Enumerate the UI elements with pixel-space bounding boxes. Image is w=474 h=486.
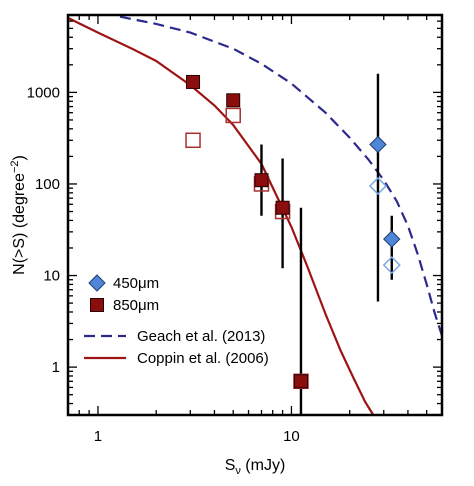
point-450-m-open [382, 256, 401, 275]
axis-ticks: 1 10 1 10 100 1000 [27, 14, 443, 445]
plot-frame [66, 13, 444, 417]
y-tick-label: 1000 [27, 84, 60, 101]
x-tick-label: 10 [283, 428, 300, 445]
y-axis-label-superscript: −2 [9, 160, 21, 173]
x-axis-label-unit: (mJy) [241, 457, 285, 474]
point-850-m-filled [275, 200, 290, 215]
curve-geach-et-al-2013 [119, 15, 442, 337]
x-axis-label-main: S [225, 457, 236, 474]
legend: 450μm 850μm Geach et al. (2013) Coppin et a… [84, 274, 269, 367]
x-axis-label-subscript: ν [235, 465, 241, 477]
point-450-m-filled [369, 135, 387, 154]
point-450-m-open [368, 176, 388, 196]
error-bars [260, 73, 393, 415]
legend-label-450-m: 450μm [113, 275, 159, 292]
point-850-m-filled [226, 93, 241, 108]
legend-marker-850-m [90, 298, 104, 312]
y-tick-label: 10 [43, 268, 60, 285]
x-axis-label: Sν (mJy) [225, 457, 286, 477]
legend-label-geach-et-al-2013: Geach et al. (2013) [137, 328, 265, 345]
y-axis-label-main: N(>S) (degree [11, 173, 28, 275]
x-tick-label: 1 [94, 428, 102, 445]
y-tick-label: 1 [52, 359, 60, 376]
legend-marker-450-m [88, 274, 106, 292]
legend-label-coppin-et-al-2006: Coppin et al. (2006) [137, 350, 269, 367]
y-axis-label-close: ) [11, 155, 28, 160]
y-axis-label: N(>S) (degree−2) [9, 155, 28, 275]
data-markers [185, 74, 401, 390]
legend-label-850-m: 850μm [113, 297, 159, 314]
point-850-m-filled [293, 374, 308, 389]
point-850-m-filled [186, 74, 201, 89]
point-850-m-open [225, 107, 241, 124]
point-850-m-filled [254, 173, 269, 188]
y-tick-label: 100 [35, 176, 60, 193]
point-850-m-open [185, 132, 201, 149]
point-450-m-filled [383, 230, 401, 248]
